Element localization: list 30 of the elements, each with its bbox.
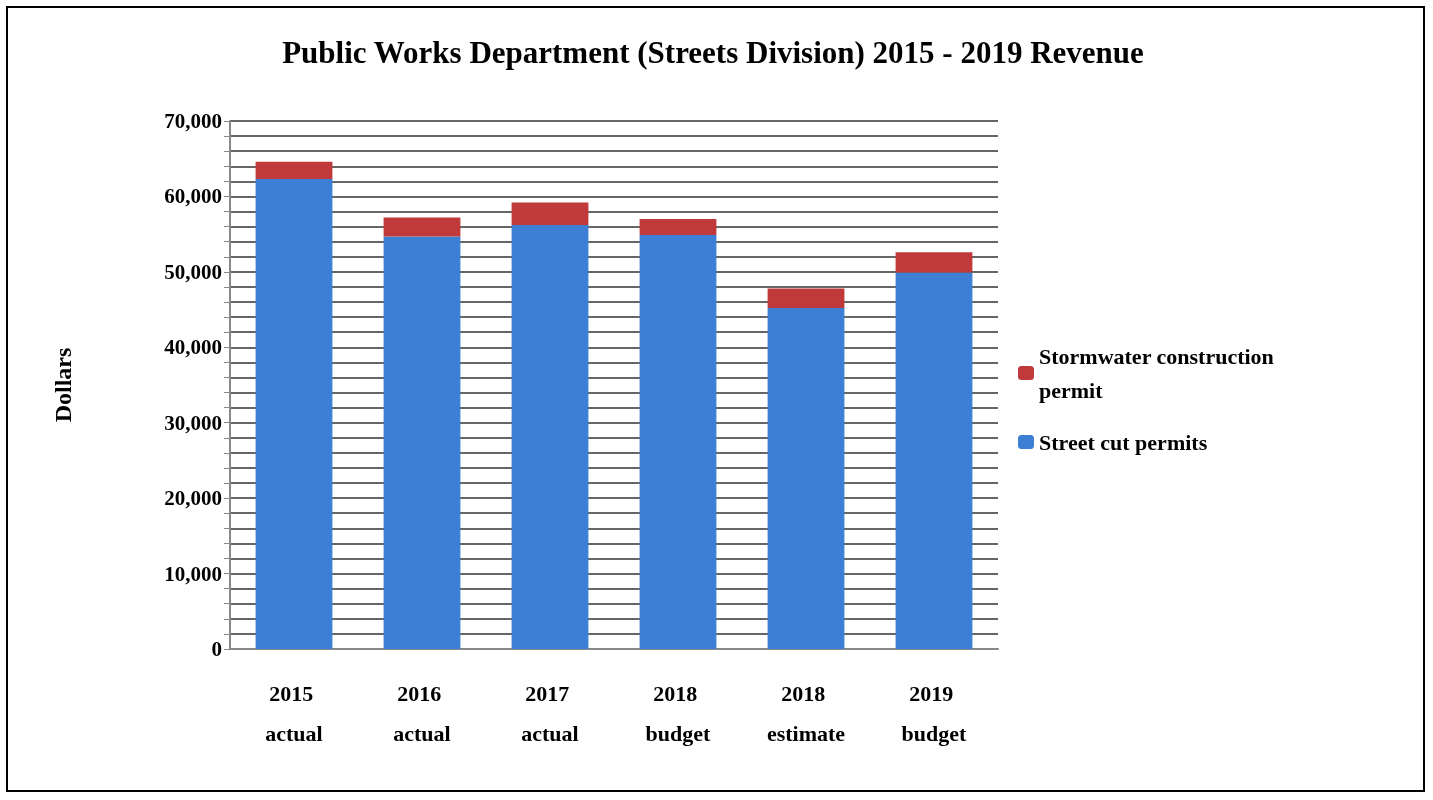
- bar: [383, 236, 461, 649]
- y-tick-label: 70,000: [164, 109, 222, 133]
- y-tick-label: 30,000: [164, 410, 222, 435]
- x-tick-label: 2018 estimate: [766, 680, 846, 746]
- x-tick-label: 2015 actual: [265, 680, 323, 746]
- bar: [255, 179, 333, 649]
- y-axis-title: Dollars: [50, 347, 76, 423]
- x-tick-label: 2017 actual: [521, 680, 579, 746]
- bar: [895, 272, 973, 649]
- bar: [895, 252, 973, 273]
- legend-label: Street cut permits: [1039, 429, 1208, 455]
- y-tick-label: 0: [211, 637, 222, 661]
- chart-title: Public Works Department (Streets Division) 2015 - 2019 Revenue: [282, 35, 1144, 70]
- bar: [639, 234, 717, 649]
- y-tick-label: 10,000: [164, 561, 222, 586]
- bar: [767, 288, 845, 309]
- bar: [511, 225, 589, 649]
- y-tick-label: 40,000: [164, 335, 222, 360]
- y-tick-label: 60,000: [164, 184, 222, 209]
- bar: [255, 161, 333, 180]
- bar: [767, 308, 845, 649]
- y-tick-label: 20,000: [164, 486, 222, 511]
- x-tick-label: 2019 budget: [901, 680, 968, 746]
- x-tick-label: 2016 actual: [393, 680, 451, 746]
- bar: [383, 217, 461, 237]
- y-tick-label: 50,000: [164, 259, 222, 284]
- legend-label: Stormwater construction permit: [1039, 343, 1280, 403]
- bar: [511, 202, 589, 226]
- bar: [639, 219, 717, 235]
- x-tick-label: 2018 budget: [645, 680, 712, 746]
